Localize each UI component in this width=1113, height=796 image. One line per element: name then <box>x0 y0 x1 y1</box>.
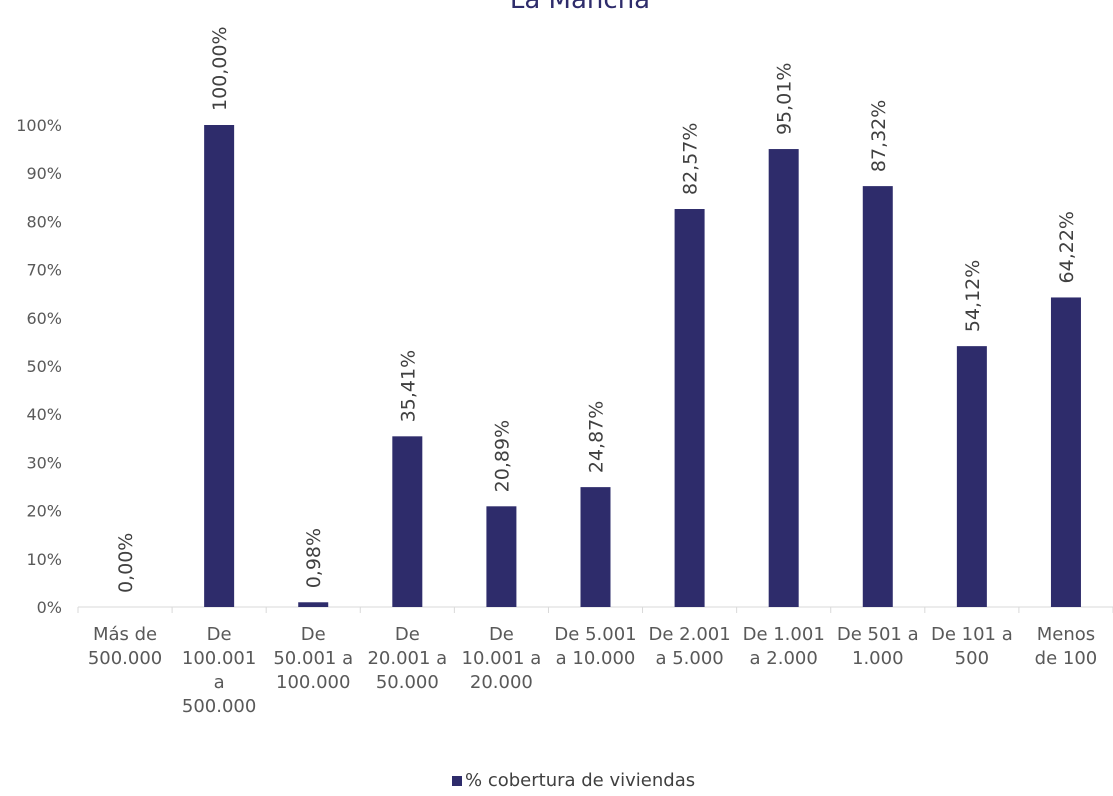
y-tick-label: 10% <box>26 550 62 569</box>
y-axis: 0% 10% 20% 30% 40% 50% 60% 70% 80% 90% 100% <box>16 116 62 617</box>
x-tick-label: De 1.001 a 2.000 <box>743 624 825 669</box>
y-tick-label: 20% <box>26 502 62 521</box>
x-tick-label: De 20.001 a 50.000 <box>367 624 447 693</box>
x-tick-label: De 501 a 1.000 <box>837 624 919 669</box>
data-label: 35,41% <box>397 350 419 422</box>
x-tick-label: De 50.001 a 100.000 <box>273 624 353 693</box>
data-label: 0,00% <box>115 533 137 593</box>
y-tick-label: 30% <box>26 453 62 472</box>
data-label: 24,87% <box>586 401 608 473</box>
x-tick-label: Más de 500.000 <box>88 624 162 669</box>
x-tick-label: De 10.001 a 20.000 <box>462 624 542 693</box>
bar <box>580 487 611 607</box>
bar <box>862 186 893 607</box>
bar <box>674 209 705 607</box>
x-tick-label: De 5.001 a 10.000 <box>554 624 636 669</box>
y-tick-label: 90% <box>26 164 62 183</box>
y-tick-label: 0% <box>37 598 62 617</box>
x-tick-label: De 100.001 a 500.000 <box>182 624 256 717</box>
x-tick-label: De 2.001 a 5.000 <box>648 624 730 669</box>
data-label: 100,00% <box>209 26 231 111</box>
y-tick-label: 100% <box>16 116 62 135</box>
y-tick-label: 80% <box>26 212 62 231</box>
y-tick-label: 50% <box>26 357 62 376</box>
bar <box>956 346 987 607</box>
legend-label: % cobertura de viviendas <box>465 770 695 791</box>
bar-series <box>204 125 1081 607</box>
bar <box>204 125 235 607</box>
data-label: 20,89% <box>491 420 513 492</box>
data-label: 82,57% <box>680 123 702 195</box>
data-labels: 0,00% 100,00% 0,98% 35,41% 20,89% 24,87% 82,57… <box>115 26 1078 593</box>
x-tick-label: Menos de 100 <box>1035 624 1098 669</box>
y-tick-label: 60% <box>26 309 62 328</box>
data-label: 64,22% <box>1056 211 1078 283</box>
data-label: 0,98% <box>303 528 325 588</box>
legend-swatch <box>452 776 462 786</box>
y-tick-label: 40% <box>26 405 62 424</box>
y-tick-label: 70% <box>26 261 62 280</box>
x-tick-label: De 101 a 500 <box>931 624 1013 669</box>
data-label: 95,01% <box>774 63 796 135</box>
bar <box>768 149 799 607</box>
data-label: 87,32% <box>868 100 890 172</box>
bar <box>1050 297 1081 607</box>
bar <box>392 436 423 607</box>
bar <box>486 506 517 607</box>
bar <box>298 602 329 607</box>
chart-title: La Mancha <box>510 0 650 15</box>
data-label: 54,12% <box>962 260 984 332</box>
legend: % cobertura de viviendas <box>452 770 695 791</box>
